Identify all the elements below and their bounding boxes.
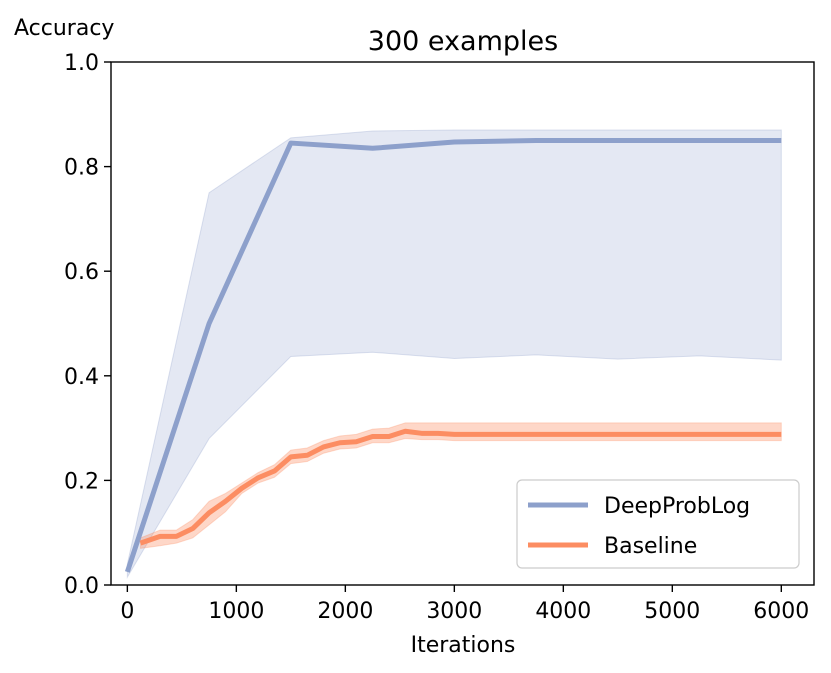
y-tick-label: 0.2 bbox=[64, 469, 99, 494]
x-tick-label: 6000 bbox=[753, 599, 809, 624]
x-tick-label: 4000 bbox=[535, 599, 591, 624]
y-tick-label: 0.6 bbox=[64, 260, 99, 285]
legend-label-baseline: Baseline bbox=[604, 534, 697, 559]
x-axis-ticks: 0 1000 2000 3000 4000 5000 6000 bbox=[120, 585, 809, 624]
x-tick-label: 2000 bbox=[317, 599, 373, 624]
x-tick-label: 1000 bbox=[208, 599, 264, 624]
y-tick-label: 0.0 bbox=[64, 574, 99, 599]
series-lines bbox=[124, 137, 782, 573]
y-tick-label: 1.0 bbox=[64, 51, 99, 76]
legend: DeepProbLog Baseline bbox=[516, 479, 800, 569]
chart-title: 300 examples bbox=[368, 26, 558, 57]
y-axis-ticks: 0.0 0.2 0.4 0.6 0.8 1.0 bbox=[64, 51, 111, 599]
x-tick-label: 0 bbox=[120, 599, 134, 624]
line-deepproblog bbox=[124, 137, 782, 573]
y-axis-title: Accuracy bbox=[14, 16, 114, 41]
line-baseline bbox=[139, 428, 782, 546]
band-deepproblog bbox=[126, 129, 782, 579]
y-tick-label: 0.4 bbox=[64, 365, 99, 390]
x-tick-label: 5000 bbox=[644, 599, 700, 624]
plot-frame bbox=[110, 61, 815, 586]
y-tick-label: 0.8 bbox=[64, 156, 99, 181]
legend-label-deepproblog: DeepProbLog bbox=[604, 494, 750, 519]
x-tick-label: 3000 bbox=[426, 599, 482, 624]
x-axis-title: Iterations bbox=[411, 633, 516, 658]
